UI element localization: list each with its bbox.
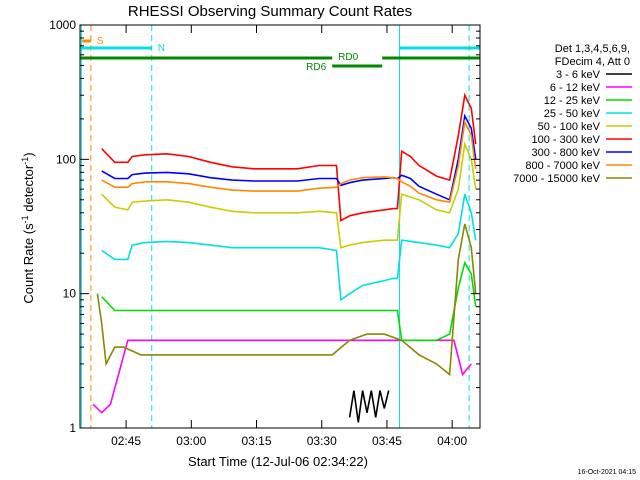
legend-label-4: 50 - 100 keV: [538, 121, 601, 133]
x-axis-label: Start Time (12-Jul-06 02:34:22): [188, 454, 368, 469]
saa-label: S: [97, 36, 104, 47]
y-axis: 1 10 100 1000: [49, 18, 480, 435]
y-axis-label-part-2: detector: [21, 164, 36, 215]
series-line-8: [96, 223, 477, 377]
annotation-bars: S N RD0 RD6: [80, 25, 480, 428]
generation-timestamp: 16-Oct-2021 04:15: [578, 469, 636, 476]
x-tick-label-1: 03:00: [176, 434, 206, 448]
rd6-label: RD6: [306, 62, 326, 73]
y-axis-label-part-4: ): [21, 152, 36, 156]
legend-label-0: 3 - 6 keV: [556, 69, 601, 81]
series-line-2: [101, 260, 477, 342]
chart-title: RHESSI Observing Summary Count Rates: [128, 3, 412, 20]
series-line-3: [101, 193, 477, 302]
legend-label-2: 12 - 25 keV: [544, 95, 601, 107]
legend-label-5: 100 - 300 keV: [532, 134, 601, 146]
y-tick-label-2: 100: [56, 152, 76, 166]
rd0-label: RD0: [338, 52, 358, 63]
x-tick-label-5: 04:00: [437, 434, 467, 448]
legend-label-3: 25 - 50 keV: [544, 108, 601, 120]
plot-frame: [79, 24, 481, 429]
legend-label-7: 800 - 7000 keV: [525, 160, 600, 172]
x-tick-label-4: 03:45: [372, 434, 402, 448]
series-line-7: [101, 119, 477, 204]
series-line-4: [101, 141, 477, 249]
y-tick-label-1: 10: [63, 287, 77, 301]
series-lines: [92, 92, 477, 423]
series-line-5: [101, 92, 477, 222]
legend-label-1: 6 - 12 keV: [550, 82, 601, 94]
y-axis-label-part-0: Count Rate (s: [21, 223, 36, 304]
y-tick-label-3: 1000: [49, 18, 76, 32]
legend-label-6: 300 - 800 keV: [532, 147, 601, 159]
x-tick-label-3: 03:30: [307, 434, 337, 448]
night-label: N: [158, 43, 165, 54]
legend-header-0: Det 1,3,4,5,6,9,: [555, 43, 630, 55]
y-tick-label-0: 1: [69, 421, 76, 435]
legend-label-8: 7000 - 15000 keV: [513, 173, 601, 185]
x-tick-label-0: 02:45: [111, 434, 141, 448]
legend: Det 1,3,4,5,6,9,FDecim 4, Att 03 - 6 keV…: [513, 43, 632, 185]
y-axis-label-part-1: -1: [20, 215, 30, 223]
legend-header-1: FDecim 4, Att 0: [555, 56, 630, 68]
y-axis-label: Count Rate (s-1 detector-1): [20, 152, 36, 303]
series-line-6: [101, 113, 477, 201]
y-axis-label-part-3: -1: [20, 157, 30, 165]
x-axis: 02:45 03:00 03:15 03:30 03:45 04:00: [111, 25, 468, 448]
x-tick-label-2: 03:15: [242, 434, 272, 448]
series-line-0: [348, 390, 390, 423]
